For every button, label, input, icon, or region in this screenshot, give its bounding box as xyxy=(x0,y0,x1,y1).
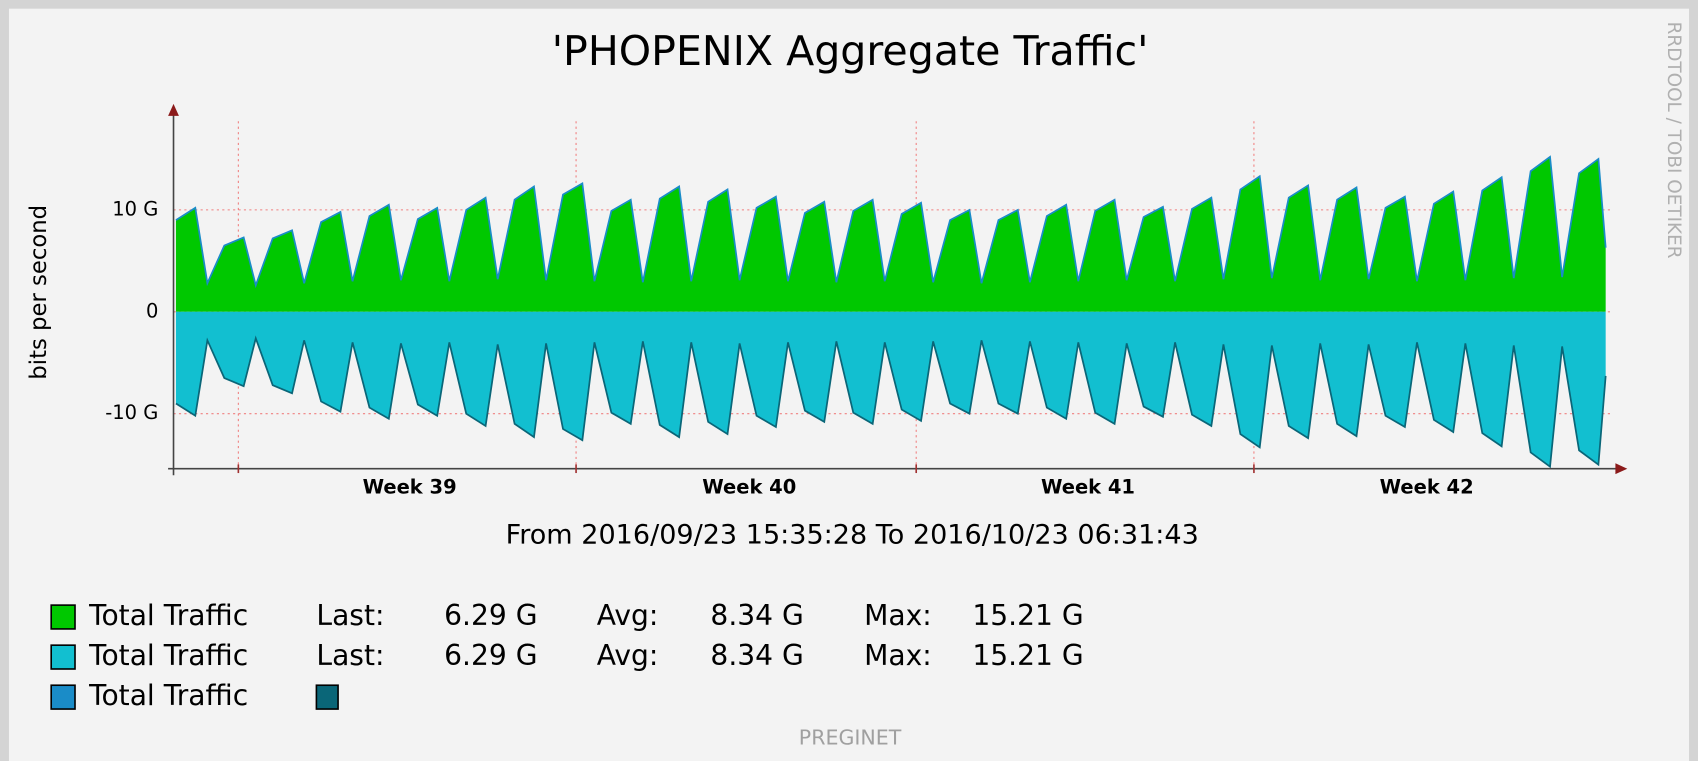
legend-stat-label: Avg: xyxy=(597,599,659,632)
legend-label: Total Traffic xyxy=(88,639,248,672)
area xyxy=(175,156,1606,312)
y-tick-label: 10 G xyxy=(112,197,158,220)
legend-stat-label: Max: xyxy=(864,639,932,672)
legend-swatch xyxy=(50,604,76,630)
legend-swatch xyxy=(50,684,76,710)
legend-stat-value: 8.34 G xyxy=(710,599,803,632)
y-tick-label: 0 xyxy=(146,299,158,322)
legend-stat-label: Max: xyxy=(864,599,932,632)
area-outline xyxy=(175,155,1607,289)
y-axis-arrow xyxy=(168,103,179,116)
chart-title: 'PHOPENIX Aggregate Traffic' xyxy=(552,27,1149,75)
legend-stat-label: Last: xyxy=(316,639,384,672)
legend-label: Total Traffic xyxy=(88,599,248,632)
plot-area: 10 G 0 -10 G Week 39 Week 40 Week 41 Week 42 xyxy=(105,103,1628,499)
legend: Total Traffic Last: 6.29 G Avg: 8.34 G Max: 15… xyxy=(50,599,1084,712)
legend-swatch xyxy=(315,684,339,710)
subtitle: From 2016/09/23 15:35:28 To 2016/10/23 0… xyxy=(506,519,1199,550)
legend-stat-value: 6.29 G xyxy=(444,639,537,672)
y-axis-label: bits per second xyxy=(26,205,52,380)
legend-stat-label: Avg: xyxy=(597,639,659,672)
x-tick-label: Week 42 xyxy=(1380,476,1474,499)
y-tick-label: -10 G xyxy=(105,401,158,424)
x-tick-label: Week 40 xyxy=(702,476,796,499)
x-tick-label: Week 39 xyxy=(363,476,457,499)
legend-swatch xyxy=(50,644,76,670)
legend-stat-value: 15.21 G xyxy=(972,599,1083,632)
legend-label: Total Traffic xyxy=(88,679,248,712)
x-tick-label: Week 41 xyxy=(1041,476,1135,499)
x-axis-arrow xyxy=(1615,463,1628,475)
footer: PREGINET xyxy=(799,725,902,749)
legend-stat-value: 15.21 G xyxy=(972,639,1083,672)
area-outline xyxy=(175,335,1607,469)
watermark: RRDTOOL / TOBI OETIKER xyxy=(1663,22,1684,259)
legend-stat-label: Last: xyxy=(316,599,384,632)
legend-stat-value: 8.34 G xyxy=(710,639,803,672)
area xyxy=(175,311,1606,467)
legend-stat-value: 6.29 G xyxy=(444,599,537,632)
